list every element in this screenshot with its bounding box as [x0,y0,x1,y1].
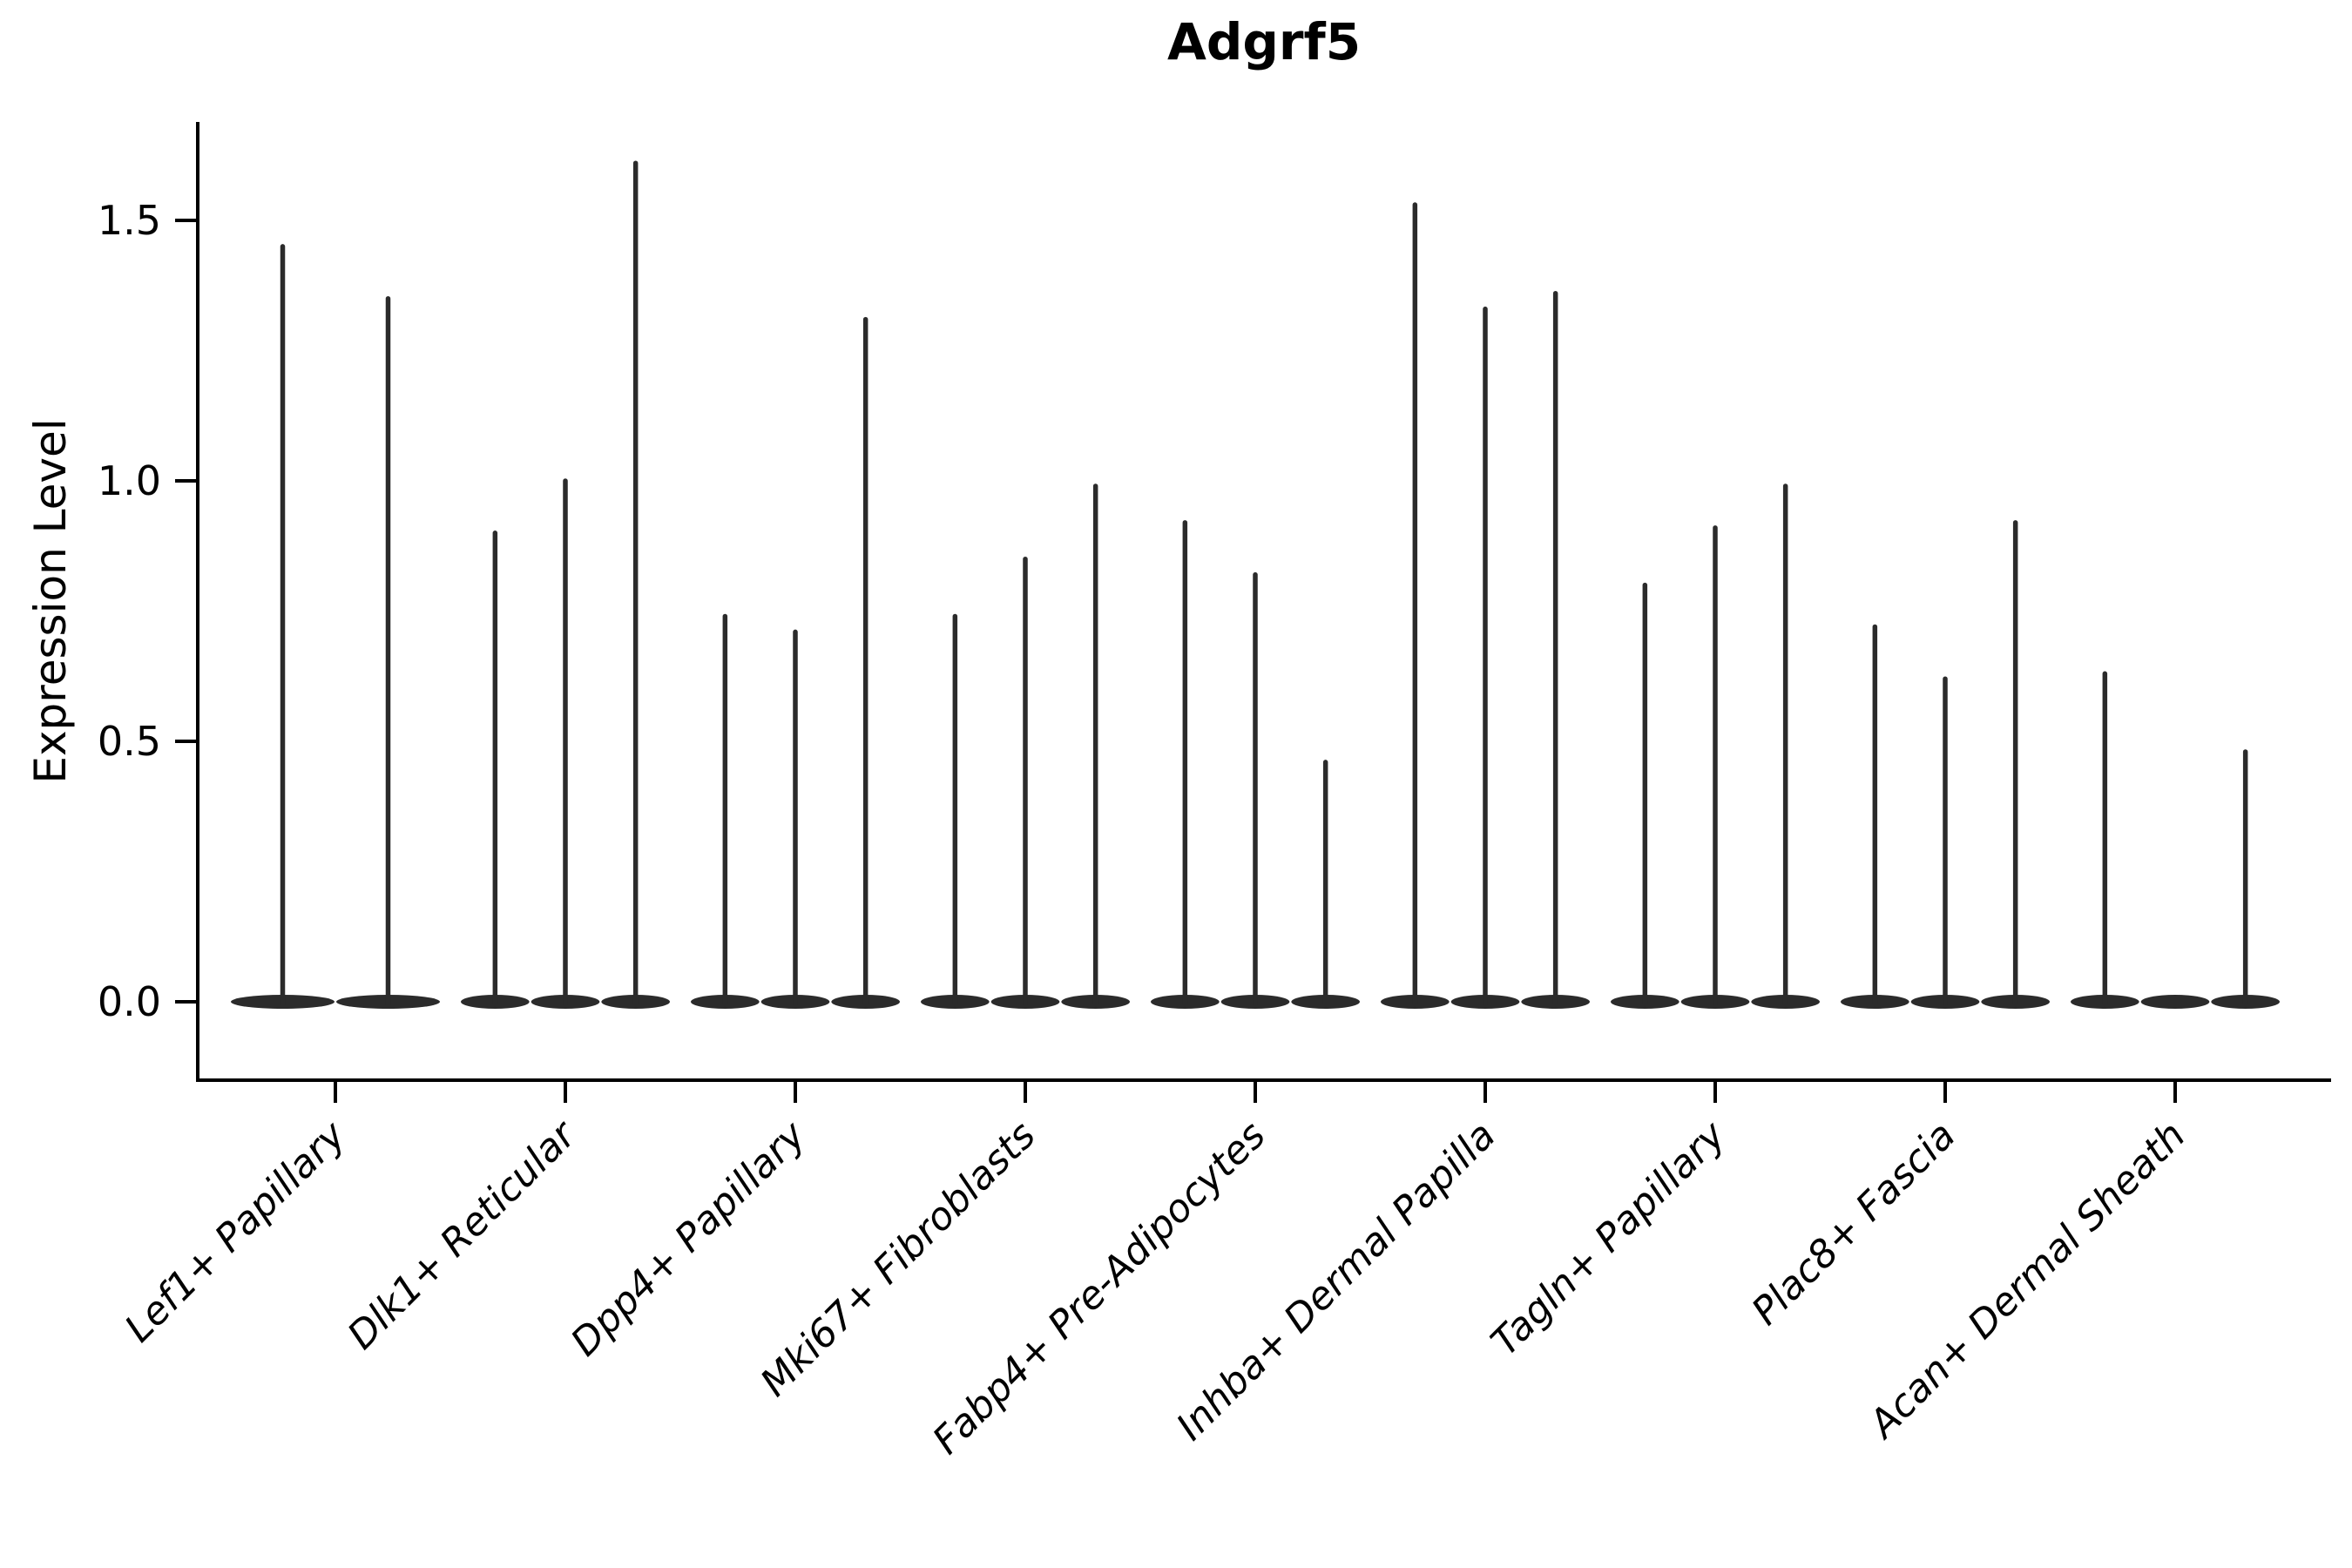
x-tick-label: Dlk1+ Reticular [339,1112,585,1358]
x-tick-label: Plac8+ Fascia [1743,1113,1963,1334]
y-tick-label: 1.5 [98,197,161,244]
x-tick-label: Tagln+ Papillary [1483,1112,1734,1364]
y-tick-label: 0.0 [98,978,161,1025]
y-tick-label: 0.5 [98,718,161,765]
y-tick-label: 1.0 [98,457,161,504]
x-tick-label: Dpp4+ Papillary [563,1112,815,1365]
x-tick-label: Lef1+ Papillary [117,1112,355,1351]
violin-body [2140,995,2210,1009]
chart-title: Adgrf5 [1166,12,1362,71]
